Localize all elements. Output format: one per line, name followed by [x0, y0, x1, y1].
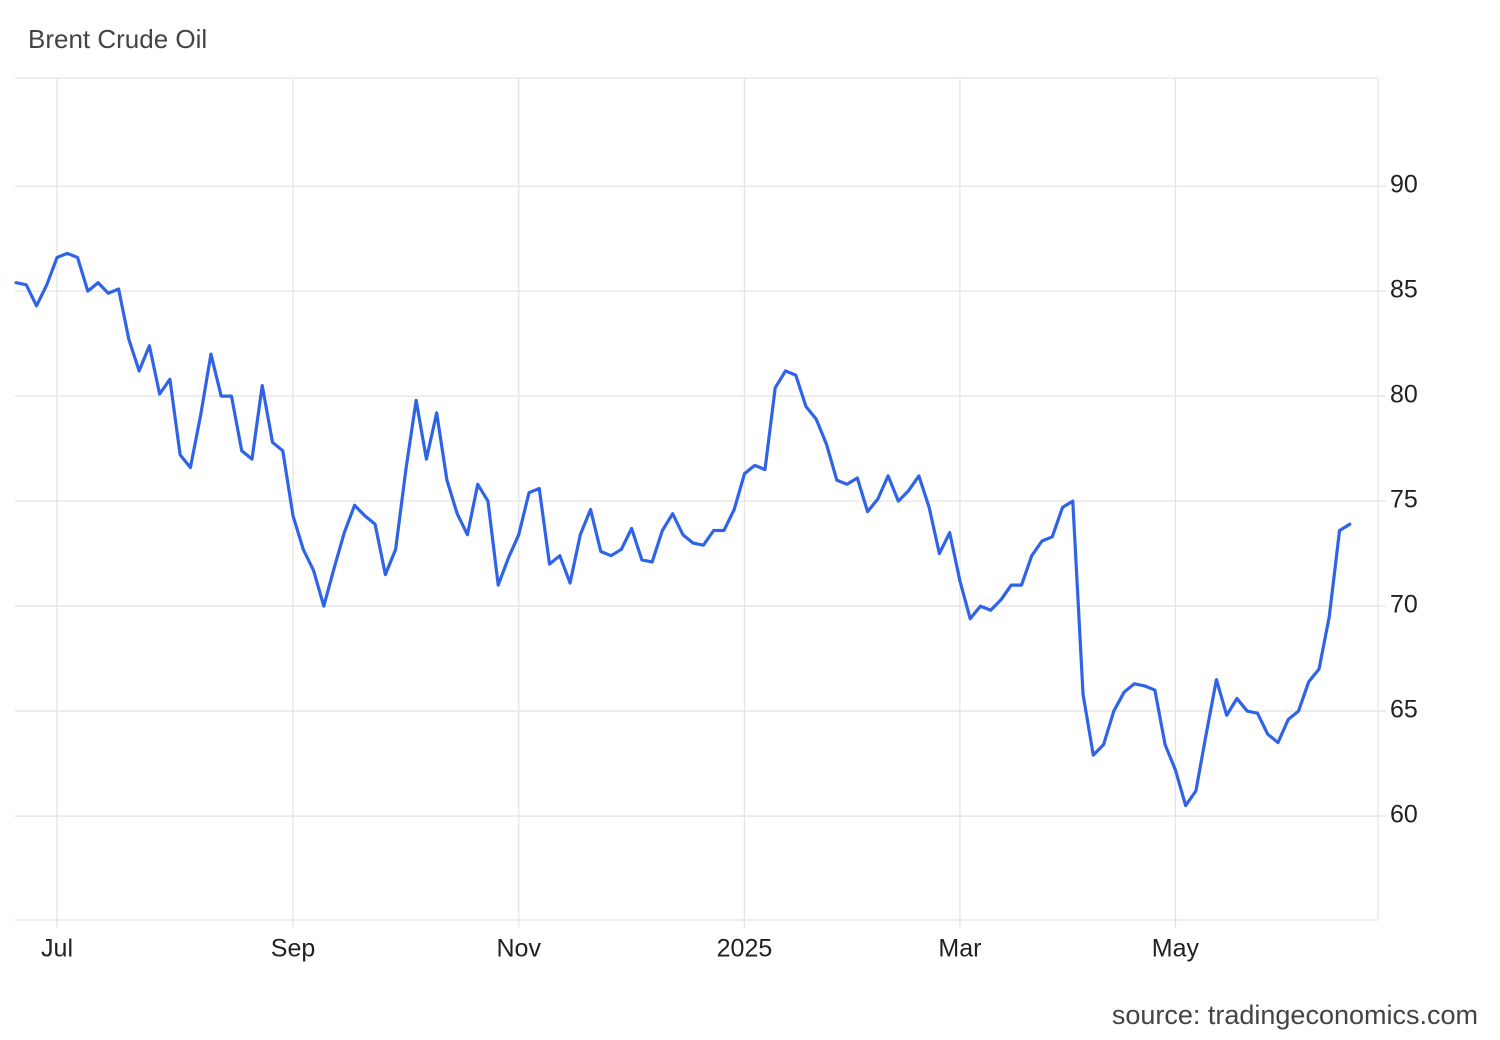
x-tick-label: Mar [938, 935, 981, 963]
x-tick-label: 2025 [717, 935, 773, 963]
y-tick-label: 80 [1390, 381, 1418, 409]
data-line [14, 251, 1352, 808]
x-tick-label: Sep [271, 935, 315, 963]
y-tick-label: 75 [1390, 486, 1418, 514]
x-tick-label: Jul [41, 935, 73, 963]
x-tick-label: Nov [497, 935, 542, 963]
y-tick-label: 65 [1390, 696, 1418, 724]
y-tick-label: 70 [1390, 591, 1418, 619]
x-tick-label: May [1152, 935, 1200, 963]
y-tick-label: 90 [1390, 171, 1418, 199]
y-tick-label: 85 [1390, 276, 1418, 304]
source-note: source: tradingeconomics.com [1112, 1000, 1478, 1030]
y-tick-label: 60 [1390, 801, 1418, 829]
chart-title: Brent Crude Oil [28, 24, 207, 54]
